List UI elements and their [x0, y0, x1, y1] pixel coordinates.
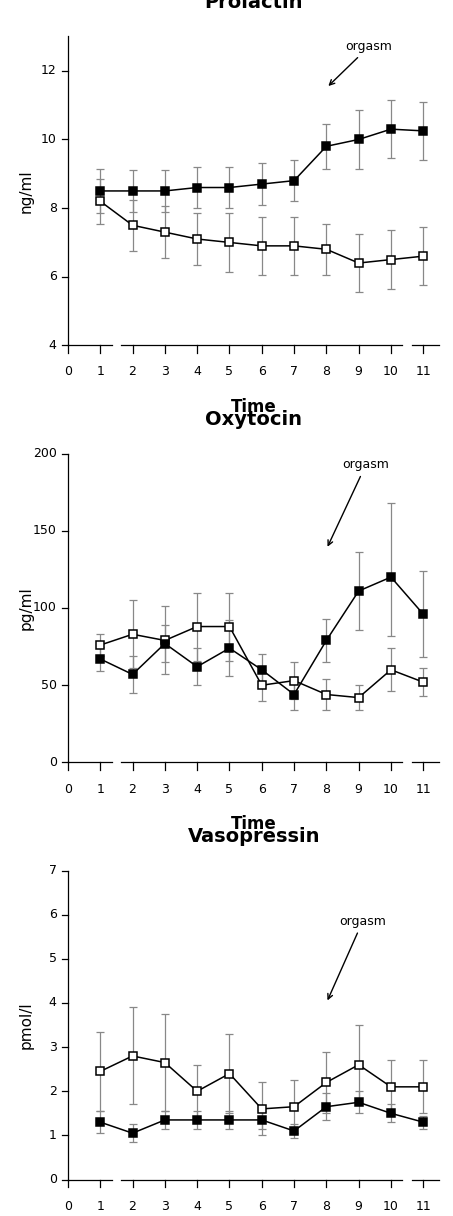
Text: 11: 11	[415, 783, 431, 795]
Text: 6: 6	[258, 366, 266, 378]
Text: 4: 4	[193, 783, 201, 795]
Text: 8: 8	[323, 366, 330, 378]
Text: 0: 0	[48, 1173, 57, 1186]
Text: 8: 8	[323, 783, 330, 795]
Text: 4: 4	[49, 996, 57, 1009]
Text: 7: 7	[290, 783, 298, 795]
Text: 5: 5	[48, 952, 57, 966]
Text: 5: 5	[226, 1200, 233, 1212]
Text: 3: 3	[161, 783, 169, 795]
Text: orgasm: orgasm	[328, 914, 386, 1000]
Text: 1: 1	[49, 1128, 57, 1142]
Text: 6: 6	[258, 1200, 266, 1212]
Text: 12: 12	[41, 64, 57, 78]
Text: 2: 2	[129, 1200, 136, 1212]
Text: 4: 4	[193, 366, 201, 378]
Text: 200: 200	[33, 447, 57, 460]
Text: 0: 0	[64, 783, 72, 795]
Text: orgasm: orgasm	[329, 40, 393, 85]
Text: Oxytocin: Oxytocin	[205, 410, 302, 429]
Text: 9: 9	[355, 783, 362, 795]
Text: 11: 11	[415, 366, 431, 378]
Text: 9: 9	[355, 366, 362, 378]
Text: 1: 1	[96, 1200, 104, 1212]
Text: 3: 3	[49, 1041, 57, 1053]
Text: 5: 5	[226, 783, 233, 795]
Text: 2: 2	[129, 366, 136, 378]
Text: 10: 10	[383, 366, 399, 378]
Text: Time: Time	[231, 398, 276, 416]
Text: Vasopressin: Vasopressin	[188, 827, 320, 846]
Text: 2: 2	[129, 783, 136, 795]
Text: ng/ml: ng/ml	[19, 169, 34, 213]
Text: 150: 150	[33, 524, 57, 537]
Text: 4: 4	[193, 1200, 201, 1212]
Text: 1: 1	[96, 783, 104, 795]
Text: 6: 6	[49, 908, 57, 922]
Text: orgasm: orgasm	[328, 458, 390, 546]
Text: 0: 0	[64, 1200, 72, 1212]
Text: 2: 2	[49, 1085, 57, 1098]
Text: 5: 5	[226, 366, 233, 378]
Text: 6: 6	[49, 270, 57, 283]
Text: 1: 1	[96, 366, 104, 378]
Text: 7: 7	[48, 865, 57, 877]
Text: 11: 11	[415, 1200, 431, 1212]
Text: 8: 8	[323, 1200, 330, 1212]
Text: 10: 10	[383, 1200, 399, 1212]
Text: 3: 3	[161, 366, 169, 378]
Text: Time: Time	[231, 815, 276, 833]
Text: 7: 7	[290, 366, 298, 378]
Text: 100: 100	[33, 602, 57, 614]
Text: 6: 6	[258, 783, 266, 795]
Text: 50: 50	[41, 679, 57, 692]
Text: 3: 3	[161, 1200, 169, 1212]
Text: 10: 10	[383, 783, 399, 795]
Text: 9: 9	[355, 1200, 362, 1212]
Text: pmol/l: pmol/l	[19, 1001, 34, 1049]
Text: Prolactin: Prolactin	[204, 0, 303, 12]
Text: 0: 0	[48, 756, 57, 769]
Text: pg/ml: pg/ml	[19, 586, 34, 630]
Text: 4: 4	[49, 339, 57, 351]
Text: 10: 10	[41, 133, 57, 146]
Text: 8: 8	[48, 202, 57, 214]
Text: 0: 0	[64, 366, 72, 378]
Text: 7: 7	[290, 1200, 298, 1212]
